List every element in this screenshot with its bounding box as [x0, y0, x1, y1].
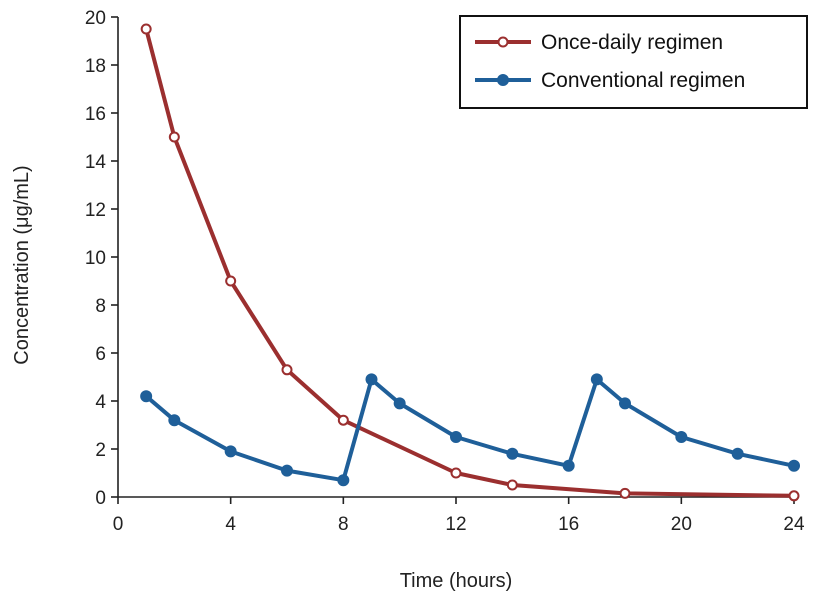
legend-label: Conventional regimen	[541, 69, 745, 92]
data-point	[365, 373, 378, 386]
y-tick-label: 18	[85, 56, 106, 77]
data-point	[337, 414, 349, 426]
y-tick-label: 16	[85, 104, 106, 125]
legend-swatch-marker	[497, 74, 509, 86]
legend-label: Once-daily regimen	[541, 31, 723, 54]
series-0	[140, 23, 800, 502]
series-1	[140, 373, 800, 487]
data-point	[140, 23, 152, 35]
data-point	[168, 131, 180, 143]
data-point	[788, 459, 800, 472]
y-axis-title: Concentration (μg/mL)	[11, 165, 33, 364]
legend-item-once-daily: Once-daily regimen	[475, 31, 723, 54]
x-tick-label: 24	[783, 514, 805, 535]
x-tick-label: 20	[671, 514, 692, 535]
data-point	[506, 447, 519, 460]
y-tick-label: 10	[85, 248, 106, 269]
data-point	[168, 414, 181, 427]
y-tick-label: 12	[85, 200, 106, 221]
y-tick-label: 4	[95, 392, 106, 413]
data-point	[562, 459, 575, 472]
data-point	[590, 373, 603, 386]
x-tick-label: 16	[558, 514, 579, 535]
data-point	[450, 467, 462, 479]
y-ticks: 0 2 4 6 8 10 12 14 16 18 20	[85, 8, 118, 509]
y-tick-label: 8	[95, 296, 106, 317]
legend-box	[459, 15, 808, 109]
x-tick-label: 4	[225, 514, 236, 535]
series-layer	[140, 23, 800, 502]
x-ticks: 0 4 8 12 16 20 24	[113, 497, 805, 535]
x-axis-title: Time (hours)	[400, 570, 513, 592]
data-point	[788, 490, 800, 502]
y-tick-label: 14	[85, 152, 107, 173]
data-point	[675, 431, 688, 443]
data-point	[619, 487, 631, 499]
x-tick-label: 12	[445, 514, 466, 535]
data-point	[281, 364, 293, 376]
data-point	[337, 474, 350, 487]
data-point	[140, 390, 153, 403]
legend-item-conventional: Conventional regimen	[475, 69, 745, 92]
legend: Once-daily regimen Conventional regimen	[459, 15, 808, 109]
series-line	[144, 377, 796, 483]
data-point	[450, 431, 462, 443]
legend-swatch-marker	[497, 36, 509, 48]
data-point	[619, 397, 631, 410]
data-point	[731, 447, 744, 460]
y-tick-label: 6	[95, 344, 106, 365]
y-tick-label: 0	[95, 488, 106, 509]
y-tick-label: 20	[85, 8, 106, 29]
data-point	[224, 445, 237, 458]
data-point	[281, 464, 293, 477]
data-point	[506, 479, 518, 491]
data-point	[393, 397, 406, 410]
x-tick-label: 0	[113, 514, 124, 535]
x-tick-label: 8	[338, 514, 349, 535]
data-point	[225, 275, 237, 287]
y-tick-label: 2	[95, 440, 106, 461]
